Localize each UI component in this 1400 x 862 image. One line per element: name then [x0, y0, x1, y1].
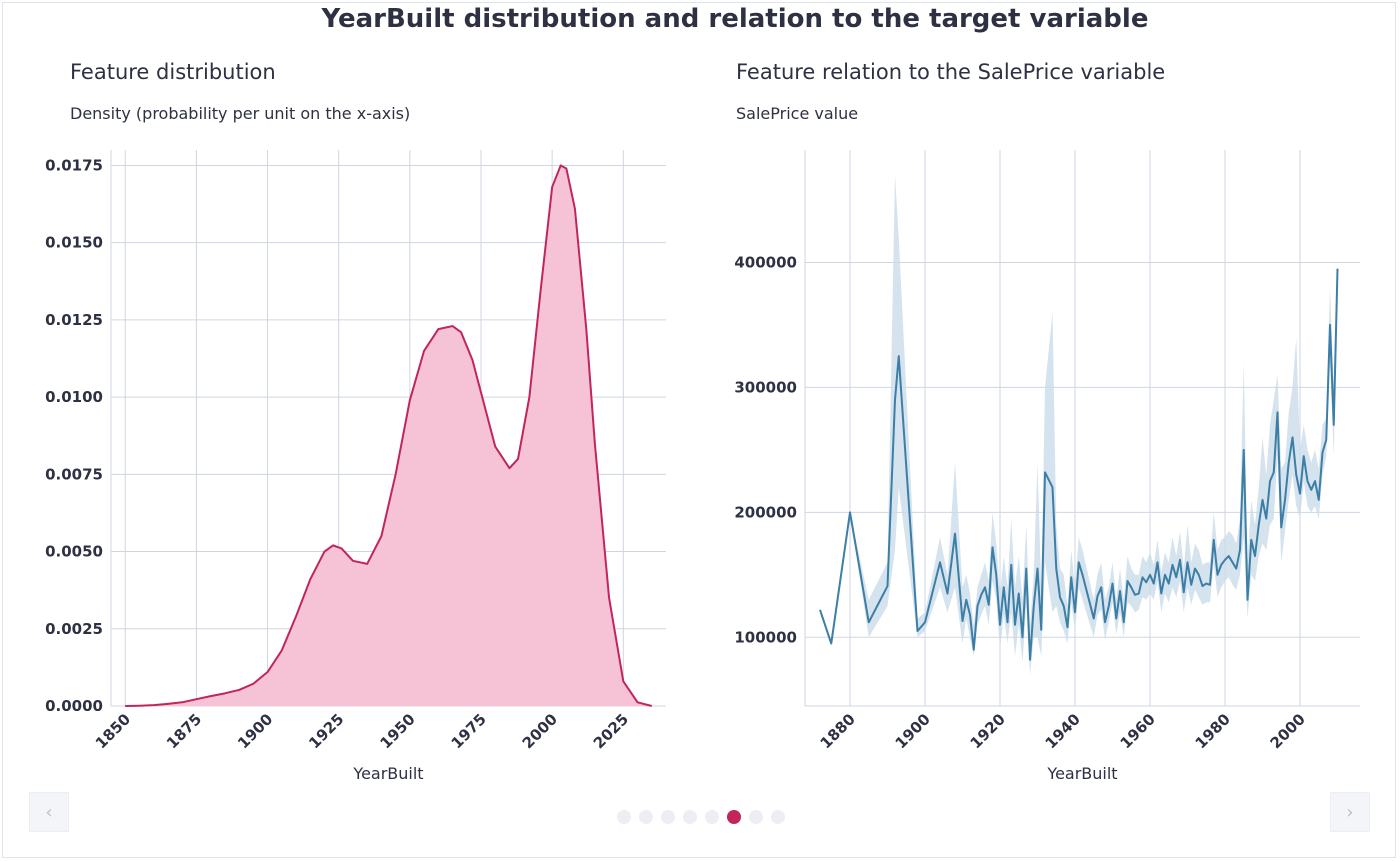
x-tick-label: 1900: [892, 710, 934, 752]
y-tick-label: 100000: [734, 628, 797, 646]
y-tick-label: 0.0175: [45, 156, 103, 174]
pagination-dot[interactable]: [705, 810, 719, 824]
prev-button[interactable]: ‹: [29, 792, 69, 832]
next-button[interactable]: ›: [1330, 792, 1370, 832]
pagination-dot[interactable]: [771, 810, 785, 824]
x-tick-label: 1880: [817, 710, 859, 752]
right-chart-title: Feature relation to the SalePrice variab…: [736, 60, 1166, 84]
x-axis-label: YearBuilt: [1046, 764, 1117, 783]
left-chart-ylabel: Density (probability per unit on the x-a…: [70, 104, 411, 123]
y-tick-label: 0.0125: [45, 311, 103, 329]
saleprice-line: [819, 268, 1339, 661]
pagination-dot[interactable]: [727, 810, 741, 824]
right-chart-ylabel: SalePrice value: [736, 104, 859, 123]
line-chart: 1880 1900 1920 1940 1960 1980 2000 100000 200000…: [734, 150, 1360, 783]
pagination-dot[interactable]: [639, 810, 653, 824]
page-title: YearBuilt distribution and relation to t…: [321, 4, 1149, 34]
y-tick-label: 0.0050: [45, 543, 103, 561]
y-tick-label: 0.0000: [45, 697, 103, 715]
chevron-left-icon: ‹: [45, 801, 53, 823]
pagination-dot[interactable]: [683, 810, 697, 824]
y-tick-label: 0.0025: [45, 620, 103, 638]
y-tick-label: 400000: [734, 253, 797, 271]
y-tick-label: 200000: [734, 503, 797, 521]
x-tick-label: 1960: [1117, 710, 1159, 752]
pagination-dots: [617, 810, 785, 824]
density-chart: 1850 1875 1900 1925 1950 1975 2000 20250.00000.…: [45, 150, 666, 783]
pagination-dot[interactable]: [749, 810, 763, 824]
y-tick-label: 0.0100: [45, 388, 103, 406]
density-area: [125, 165, 652, 706]
x-tick-label: 2000: [1267, 710, 1309, 752]
pagination-dot[interactable]: [661, 810, 675, 824]
x-tick-label: 1980: [1192, 710, 1234, 752]
confidence-band: [820, 174, 1338, 675]
x-tick-label: 1940: [1042, 710, 1084, 752]
pagination-dot[interactable]: [617, 810, 631, 824]
left-chart-title: Feature distribution: [70, 60, 276, 84]
x-axis-label: YearBuilt: [352, 764, 423, 783]
y-tick-label: 0.0075: [45, 465, 103, 483]
chevron-right-icon: ›: [1346, 801, 1354, 823]
density-line: [125, 164, 653, 707]
x-tick-label: 1920: [967, 710, 1009, 752]
y-tick-label: 0.0150: [45, 234, 103, 252]
y-tick-label: 300000: [734, 378, 797, 396]
